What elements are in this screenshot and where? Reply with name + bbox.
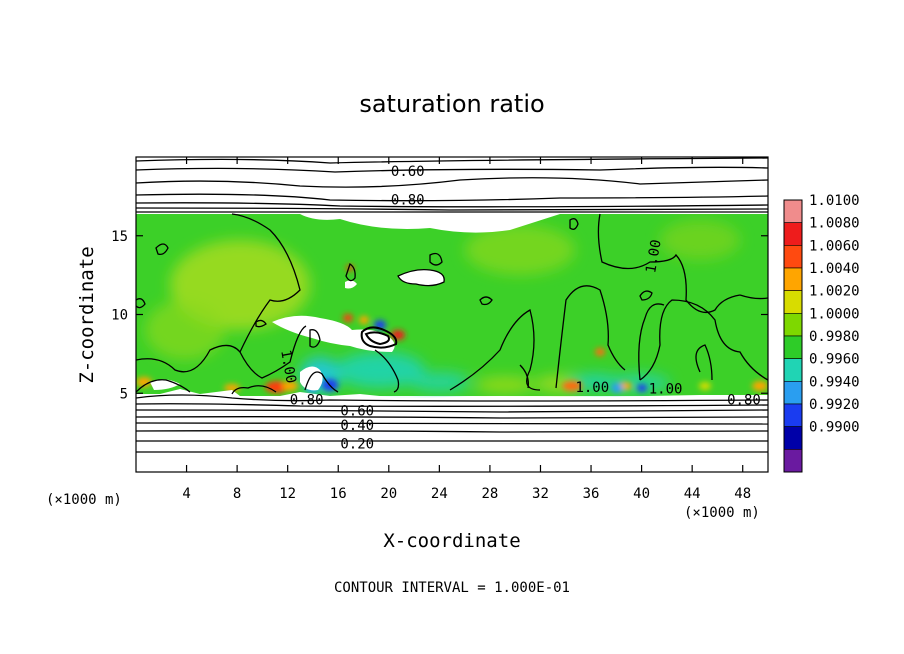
x-axis-title: X-coordinate xyxy=(383,530,520,552)
y-tick-label: 15 xyxy=(111,229,128,245)
colorbar-swatch xyxy=(783,426,803,450)
contour-label: 1.00 xyxy=(649,382,683,398)
contour-label: 1.00 xyxy=(575,380,609,396)
colorbar: 1.0100 1.0080 1.0060 1.0040 1.0020 1.0000 0.99… xyxy=(783,193,860,473)
x-tick-label: 20 xyxy=(380,486,397,502)
contour-label-group: 0.80 xyxy=(290,393,324,409)
contour-label-group: 0.80 xyxy=(391,193,425,209)
colorbar-label: 1.0020 xyxy=(809,284,860,300)
contour-label: 1.00 xyxy=(643,238,665,274)
contour-label-group: 0.60 xyxy=(340,404,374,420)
x-tick-label: 40 xyxy=(633,486,650,502)
y-axis: 5 10 15 xyxy=(111,229,768,402)
colorbar-label: 1.0100 xyxy=(809,193,860,209)
contour-label-group: 1.00 xyxy=(643,238,665,274)
lower-clear-air xyxy=(136,389,768,472)
contour-label-group: 1.00 xyxy=(649,382,683,398)
colorbar-swatch xyxy=(783,245,803,269)
y-tick-label: 5 xyxy=(120,386,128,402)
colorbar-swatch xyxy=(783,199,803,223)
x-tick-label: 28 xyxy=(481,486,498,502)
colorbar-label: 1.0040 xyxy=(809,261,860,277)
x-tick-label: 36 xyxy=(583,486,600,502)
colorbar-swatch xyxy=(783,267,803,291)
contour-label-group: 0.20 xyxy=(340,437,374,453)
y-axis-title: Z-coordinate xyxy=(76,246,98,383)
contour-label-group: 1.00 xyxy=(575,380,609,396)
colorbar-label: 0.9980 xyxy=(809,329,860,345)
contour-lines xyxy=(136,157,768,453)
contour-label-group: 0.40 xyxy=(340,418,374,434)
x-tick-label: 24 xyxy=(431,486,448,502)
contour-label-group: 0.80 xyxy=(727,393,761,409)
field-extremes xyxy=(136,265,768,393)
plot-area: 0.600.801.001.001.00 1.000.80 0.800.600.40… xyxy=(136,157,768,472)
colorbar-swatch xyxy=(783,222,803,246)
chart-title: saturation ratio xyxy=(359,90,544,118)
colorbar-label: 1.0060 xyxy=(809,238,860,254)
x-tick-label: 16 xyxy=(330,486,347,502)
x-tick-label: 48 xyxy=(734,486,751,502)
contour-labels: 0.600.801.001.001.00 1.000.80 0.800.600.40… xyxy=(277,164,761,453)
x-axis-unit-left: (×1000 m) xyxy=(46,492,122,508)
contour-label: 0.40 xyxy=(340,418,374,434)
contour-interval-note: CONTOUR INTERVAL = 1.000E-01 xyxy=(334,580,570,596)
contour-label: 0.20 xyxy=(340,437,374,453)
contour-label: 0.80 xyxy=(391,193,425,209)
colorbar-label: 1.0000 xyxy=(809,306,860,322)
colorbar-label: 0.9920 xyxy=(809,397,860,413)
x-axis-unit-right: (×1000 m) xyxy=(684,505,760,521)
y-tick-label: 10 xyxy=(111,308,128,324)
x-tick-label: 12 xyxy=(279,486,296,502)
colorbar-label: 1.0080 xyxy=(809,216,860,232)
contour-label: 0.60 xyxy=(340,404,374,420)
colorbar-swatch xyxy=(783,358,803,382)
upper-clear-air xyxy=(136,157,768,214)
contour-label: 0.80 xyxy=(290,393,324,409)
colorbar-swatch xyxy=(783,290,803,314)
colorbar-swatch xyxy=(783,335,803,359)
colorbar-label: 0.9900 xyxy=(809,420,860,436)
colorbar-swatch xyxy=(783,381,803,405)
x-tick-label: 4 xyxy=(182,486,190,502)
colorbar-frame xyxy=(783,199,803,473)
contour-label-group: 1.00 xyxy=(277,349,299,385)
colorbar-label: 0.9940 xyxy=(809,374,860,390)
contour-label-group: 0.60 xyxy=(391,164,425,180)
x-axis: 4 8 12 16 20 24 28 32 36 40 44 48 xyxy=(182,157,751,502)
colorbar-swatch xyxy=(783,313,803,337)
colorbar-swatch xyxy=(783,449,803,473)
contour-label: 0.60 xyxy=(391,164,425,180)
contour-label: 1.00 xyxy=(277,349,299,385)
contour-label: 0.80 xyxy=(727,393,761,409)
x-tick-label: 44 xyxy=(684,486,701,502)
x-tick-label: 32 xyxy=(532,486,549,502)
colorbar-swatch xyxy=(783,403,803,427)
x-tick-label: 8 xyxy=(233,486,241,502)
colorbar-label: 0.9960 xyxy=(809,352,860,368)
